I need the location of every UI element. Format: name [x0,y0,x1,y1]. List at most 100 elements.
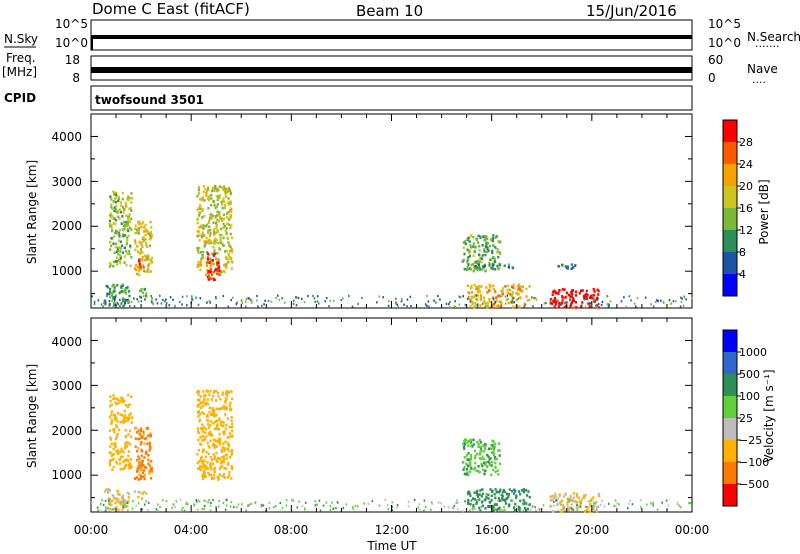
scatter-cell [205,390,209,393]
scatter-cell [570,503,573,506]
scatter-cell [150,226,153,229]
scatter-cell [146,269,149,273]
scatter-cell [518,288,521,291]
scatter-cell [115,230,118,233]
scatter-cell [230,434,234,438]
scatter-cell [138,252,142,255]
scatter-cell [207,221,210,224]
scatter-cell [471,303,474,306]
scatter-cell [138,258,141,261]
scatter-cell [503,490,506,493]
scatter-cell [107,487,110,491]
scatter-cell [571,499,574,502]
scatter-cell [196,398,200,402]
scatter-cell [187,503,189,506]
scatter-cell [472,503,475,507]
xtick-0400: 04:00 [174,523,209,537]
scatter-cell [138,262,141,266]
scatter-cell [206,275,209,279]
scatter-cell [518,305,521,309]
scatter-cell [230,449,233,453]
scatter-cell [196,453,199,456]
scatter-cell [157,509,159,512]
scatter-cell [121,191,124,195]
scatter-cell [572,296,575,300]
scatter-cell [197,438,200,442]
scatter-cell [395,302,397,305]
scatter-cell [244,300,247,303]
scatter-cell [202,465,205,468]
scatter-cell [574,264,577,267]
scatter-cell [205,450,208,454]
scatter-cell [230,477,233,480]
scatter-cell [506,497,509,500]
scatter-cell [482,444,485,447]
scatter-cell [475,452,478,456]
scatter-cell [127,300,131,303]
scatter-cell [186,295,188,298]
scatter-cell [133,305,136,308]
scatter-cell [139,491,142,494]
scatter-cell [596,294,598,297]
scatter-cell [124,463,128,467]
scatter-cell [138,473,141,476]
scatter-cell [119,256,122,260]
scatter-cell [222,455,225,458]
scatter-cell [140,497,144,500]
scatter-cell [628,295,631,298]
scatter-cell [220,185,223,189]
nsky-tick-bottom: 10^0 [55,36,88,50]
scatter-cell [575,494,578,498]
scatter-cell [142,475,145,479]
scatter-cell [197,303,200,306]
scatter-cell [119,467,122,471]
scatter-cell [201,507,203,510]
scatter-cell [204,504,206,508]
scatter-cell [109,216,113,219]
scatter-cell [114,424,118,427]
scatter-cell [480,462,483,466]
scatter-cell [222,244,225,247]
scatter-cell [556,292,559,295]
scatter-cell [112,242,115,245]
scatter-cell [129,264,132,268]
scatter-cell [519,509,521,512]
scatter-cell [316,295,319,298]
scatter-cell [521,502,524,505]
scatter-cell [467,297,470,301]
scatter-cell [296,296,298,299]
scatter-cell [469,441,473,444]
scatter-cell [118,428,121,432]
power-ytick-3000: 3000 [51,175,82,189]
scatter-cell [524,303,527,307]
power-ytick-4000: 4000 [51,130,82,144]
scatter-cell [520,285,523,289]
scatter-cell [225,266,228,269]
scatter-cell [473,507,475,510]
scatter-cell [220,234,223,237]
scatter-cell [120,244,124,247]
scatter-cell [224,427,227,430]
scatter-cell [630,299,632,302]
scatter-cell [119,250,122,253]
scatter-cell [681,297,683,300]
scatter-cell [223,270,226,274]
scatter-cell [396,504,399,507]
scatter-cell [491,490,494,493]
scatter-cell [486,241,490,245]
scatter-cell [113,287,116,291]
scatter-cell [472,269,475,273]
scatter-cell [97,299,100,302]
scatter-cell [498,506,501,510]
scatter-cell [197,260,200,264]
scatter-cell [497,294,500,298]
scatter-cell [592,507,595,511]
scatter-cell [556,502,559,506]
scatter-cell [588,302,591,305]
scatter-cell [573,500,576,503]
scatter-cell [475,261,478,264]
scatter-cell [218,269,221,273]
scatter-cell [179,498,182,501]
scatter-cell [480,449,483,452]
scatter-cell [115,242,118,246]
